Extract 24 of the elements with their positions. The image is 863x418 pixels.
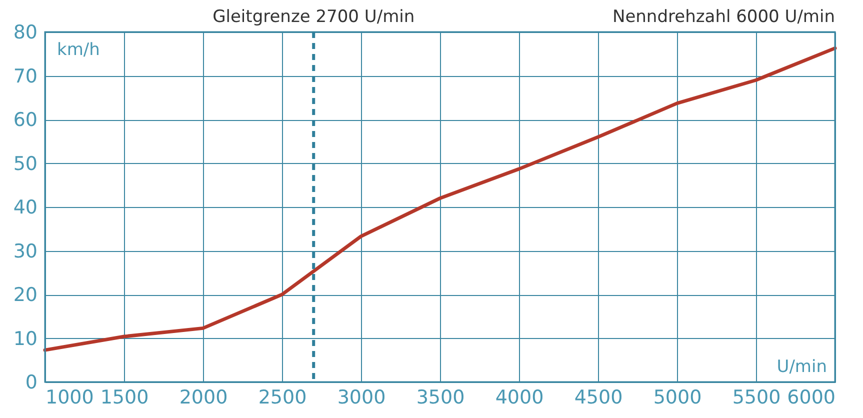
y-tick-label: 40 xyxy=(13,196,38,218)
y-tick-label: 30 xyxy=(13,240,38,262)
x-tick-label: 6000 xyxy=(787,386,836,408)
y-tick-label: 10 xyxy=(13,328,38,350)
y-tick-label: 50 xyxy=(13,152,38,175)
x-tick-label: 3000 xyxy=(337,386,386,408)
y-tick-label: 20 xyxy=(13,284,38,306)
x-tick-label: 2500 xyxy=(258,386,307,408)
x-tick-label: 2000 xyxy=(179,386,228,408)
y-tick-label: 0 xyxy=(25,372,38,394)
x-tick-label: 4000 xyxy=(495,386,544,408)
x-tick-label: 3500 xyxy=(416,386,465,408)
text: Nenndrehzahl 6000 U/min xyxy=(612,7,835,27)
x-tick-label: 5000 xyxy=(653,386,702,408)
y-tick-label: 60 xyxy=(13,109,38,131)
x-tick-label: 4500 xyxy=(574,386,623,408)
x-axis-title: U/min xyxy=(776,357,827,377)
ref-line-label: Gleitgrenze 2700 U/min xyxy=(212,7,415,27)
y-tick-label: 70 xyxy=(13,65,38,88)
x-tick-label: 5500 xyxy=(732,386,781,408)
x-tick-label: 1000 xyxy=(46,386,94,408)
y-tick-label: 80 xyxy=(13,22,38,44)
y-axis-title: km/h xyxy=(57,40,100,60)
x-tick-label: 1500 xyxy=(100,386,149,408)
